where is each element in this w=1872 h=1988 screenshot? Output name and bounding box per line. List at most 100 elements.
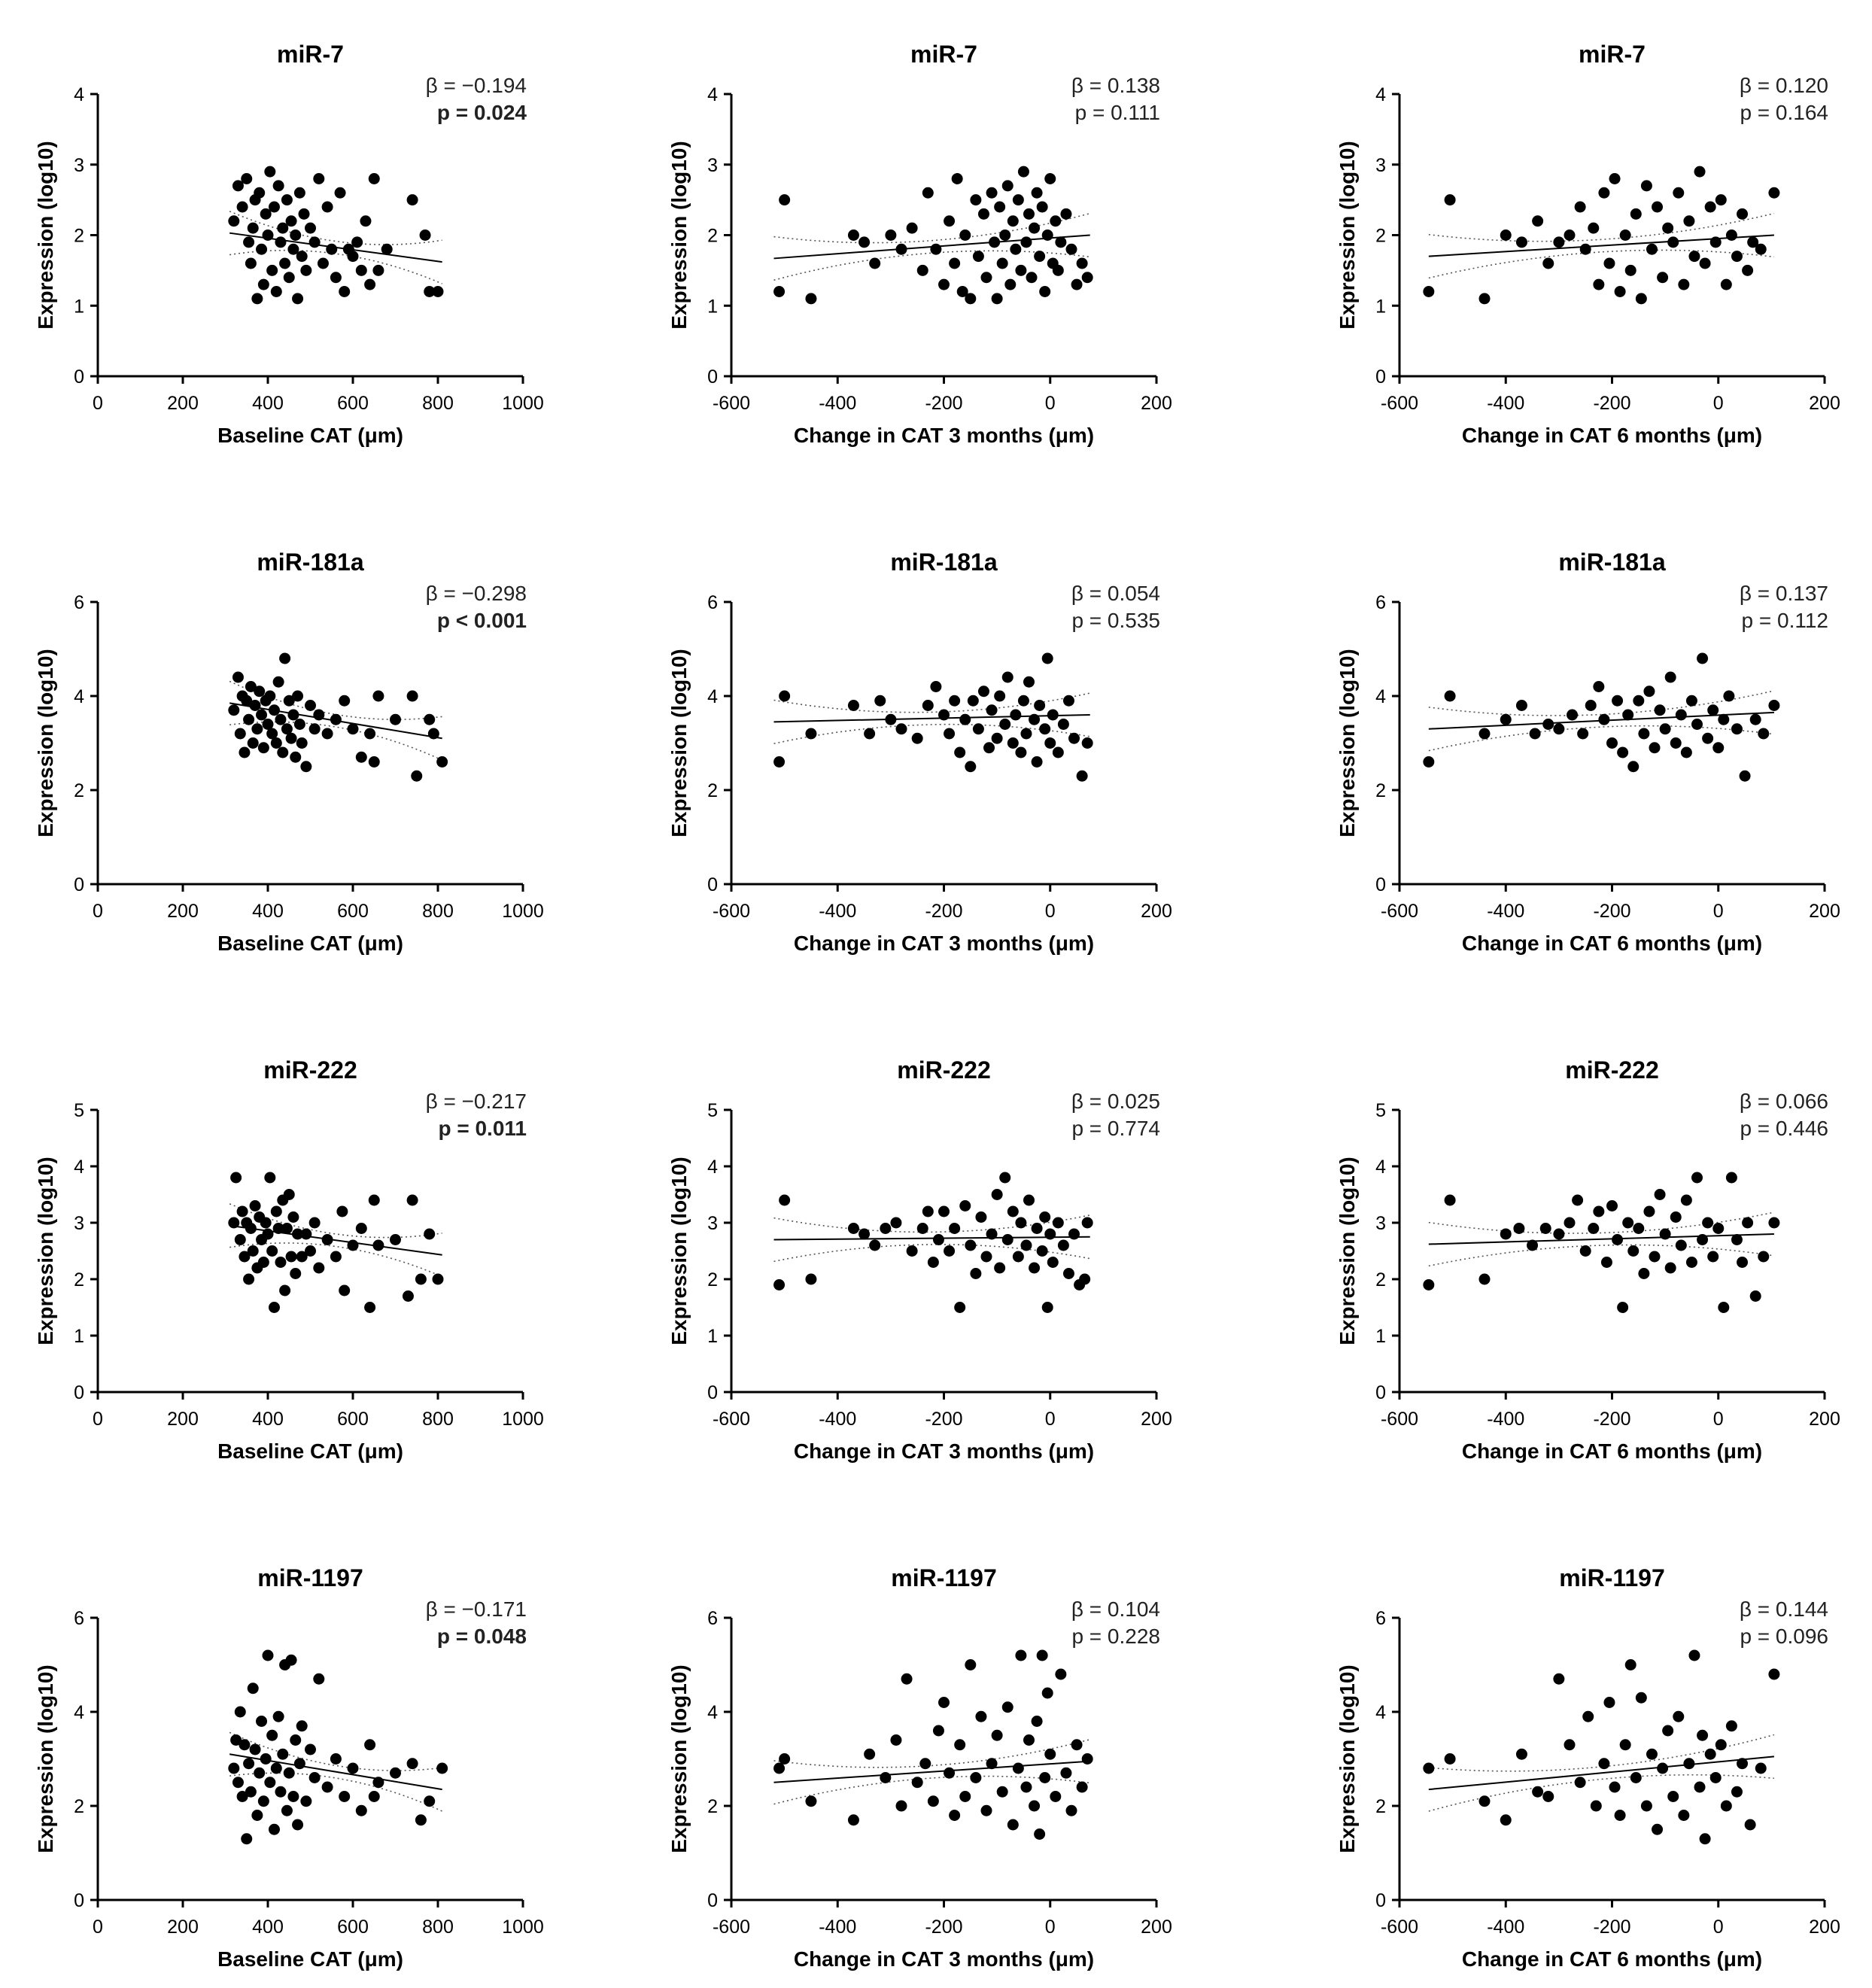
data-point bbox=[1081, 272, 1093, 284]
data-point bbox=[1588, 222, 1600, 234]
data-point bbox=[390, 713, 401, 725]
data-point bbox=[1031, 1716, 1043, 1727]
data-point bbox=[880, 1772, 892, 1783]
y-tick-label: 1 bbox=[707, 296, 718, 317]
data-point bbox=[859, 236, 871, 248]
data-point bbox=[241, 695, 253, 707]
data-point bbox=[965, 293, 977, 305]
p-value-annotation: p < 0.001 bbox=[437, 609, 527, 632]
data-point bbox=[972, 723, 984, 735]
data-point bbox=[1004, 278, 1017, 290]
data-point bbox=[859, 1228, 871, 1240]
data-point bbox=[999, 719, 1011, 730]
x-axis-label: Baseline CAT (μm) bbox=[217, 1439, 403, 1463]
data-point bbox=[1500, 230, 1512, 241]
regression-line bbox=[1428, 1755, 1775, 1791]
x-tick-label: -200 bbox=[1593, 1409, 1630, 1430]
data-point bbox=[372, 264, 384, 276]
x-axis-label: Change in CAT 3 months (μm) bbox=[794, 1439, 1094, 1463]
data-point bbox=[1702, 732, 1714, 744]
data-point bbox=[1001, 180, 1013, 192]
p-value-annotation: p = 0.096 bbox=[1740, 1625, 1828, 1648]
x-tick-label: 200 bbox=[1141, 1409, 1172, 1430]
x-tick-label: 800 bbox=[422, 901, 454, 922]
regression-line bbox=[773, 714, 1090, 723]
data-point bbox=[1697, 1729, 1709, 1741]
data-point bbox=[999, 1172, 1011, 1184]
data-point bbox=[1026, 272, 1038, 284]
data-point bbox=[885, 230, 897, 241]
data-point bbox=[954, 1302, 966, 1313]
data-point bbox=[432, 286, 444, 297]
x-tick-label: 600 bbox=[337, 1917, 369, 1938]
x-tick-label: 800 bbox=[422, 1409, 454, 1430]
panel-title: miR-222 bbox=[897, 1056, 991, 1084]
data-point bbox=[1044, 173, 1056, 184]
data-point bbox=[1598, 187, 1610, 199]
data-point bbox=[321, 1781, 333, 1793]
data-point bbox=[296, 1720, 308, 1732]
data-point bbox=[938, 278, 950, 290]
x-tick-label: -600 bbox=[713, 393, 750, 414]
x-tick-label: 200 bbox=[1809, 1917, 1840, 1938]
data-point bbox=[317, 257, 329, 269]
data-point bbox=[1718, 1302, 1730, 1313]
data-point bbox=[1423, 286, 1435, 297]
beta-annotation: β = 0.054 bbox=[1071, 582, 1160, 605]
data-point bbox=[911, 732, 923, 744]
data-point bbox=[1749, 1290, 1761, 1302]
data-point bbox=[364, 278, 376, 290]
y-tick-label: 2 bbox=[1375, 226, 1386, 247]
data-point bbox=[986, 1228, 998, 1240]
data-point bbox=[1709, 1772, 1722, 1783]
data-point bbox=[1709, 236, 1722, 248]
data-point bbox=[415, 1273, 427, 1285]
data-point bbox=[805, 728, 817, 740]
data-point bbox=[262, 1649, 274, 1661]
y-tick-label: 1 bbox=[707, 1326, 718, 1347]
data-point bbox=[277, 222, 289, 234]
data-point bbox=[1652, 1823, 1664, 1835]
data-point bbox=[406, 194, 418, 206]
data-point bbox=[991, 732, 1003, 744]
data-point bbox=[972, 251, 984, 263]
x-tick-label: -600 bbox=[1381, 393, 1418, 414]
y-axis-label: Expression (log10) bbox=[1336, 1664, 1359, 1853]
data-point bbox=[932, 1725, 944, 1737]
data-point bbox=[285, 1654, 297, 1666]
data-point bbox=[305, 1743, 316, 1755]
x-tick-label: -600 bbox=[713, 1409, 750, 1430]
data-point bbox=[869, 257, 881, 269]
y-tick-label: 2 bbox=[707, 1269, 718, 1290]
data-point bbox=[275, 1786, 287, 1798]
y-tick-label: 2 bbox=[74, 780, 84, 801]
x-tick-label: 600 bbox=[337, 1409, 369, 1430]
data-point bbox=[234, 728, 246, 740]
beta-annotation: β = −0.298 bbox=[426, 582, 527, 605]
data-point bbox=[290, 1734, 302, 1746]
data-point bbox=[1627, 761, 1640, 773]
data-point bbox=[1553, 236, 1565, 248]
data-point bbox=[427, 728, 439, 740]
data-point bbox=[247, 222, 259, 234]
data-point bbox=[1737, 208, 1749, 220]
data-point bbox=[1039, 1772, 1051, 1783]
data-point bbox=[1638, 1268, 1650, 1279]
data-point bbox=[245, 257, 257, 269]
data-point bbox=[1659, 723, 1671, 735]
data-point bbox=[1688, 1649, 1700, 1661]
data-point bbox=[1680, 1194, 1692, 1206]
panel-title: miR-7 bbox=[277, 41, 344, 68]
y-axis-label: Expression (log10) bbox=[667, 1157, 691, 1345]
data-point bbox=[1055, 236, 1067, 248]
data-point bbox=[279, 652, 291, 664]
data-point bbox=[927, 1257, 939, 1268]
data-point bbox=[944, 728, 956, 740]
data-point bbox=[1532, 215, 1544, 227]
data-point bbox=[1020, 1781, 1032, 1793]
p-value-annotation: p = 0.048 bbox=[437, 1625, 527, 1648]
data-point bbox=[1723, 690, 1735, 702]
data-point bbox=[1057, 719, 1069, 730]
data-point bbox=[1673, 187, 1685, 199]
